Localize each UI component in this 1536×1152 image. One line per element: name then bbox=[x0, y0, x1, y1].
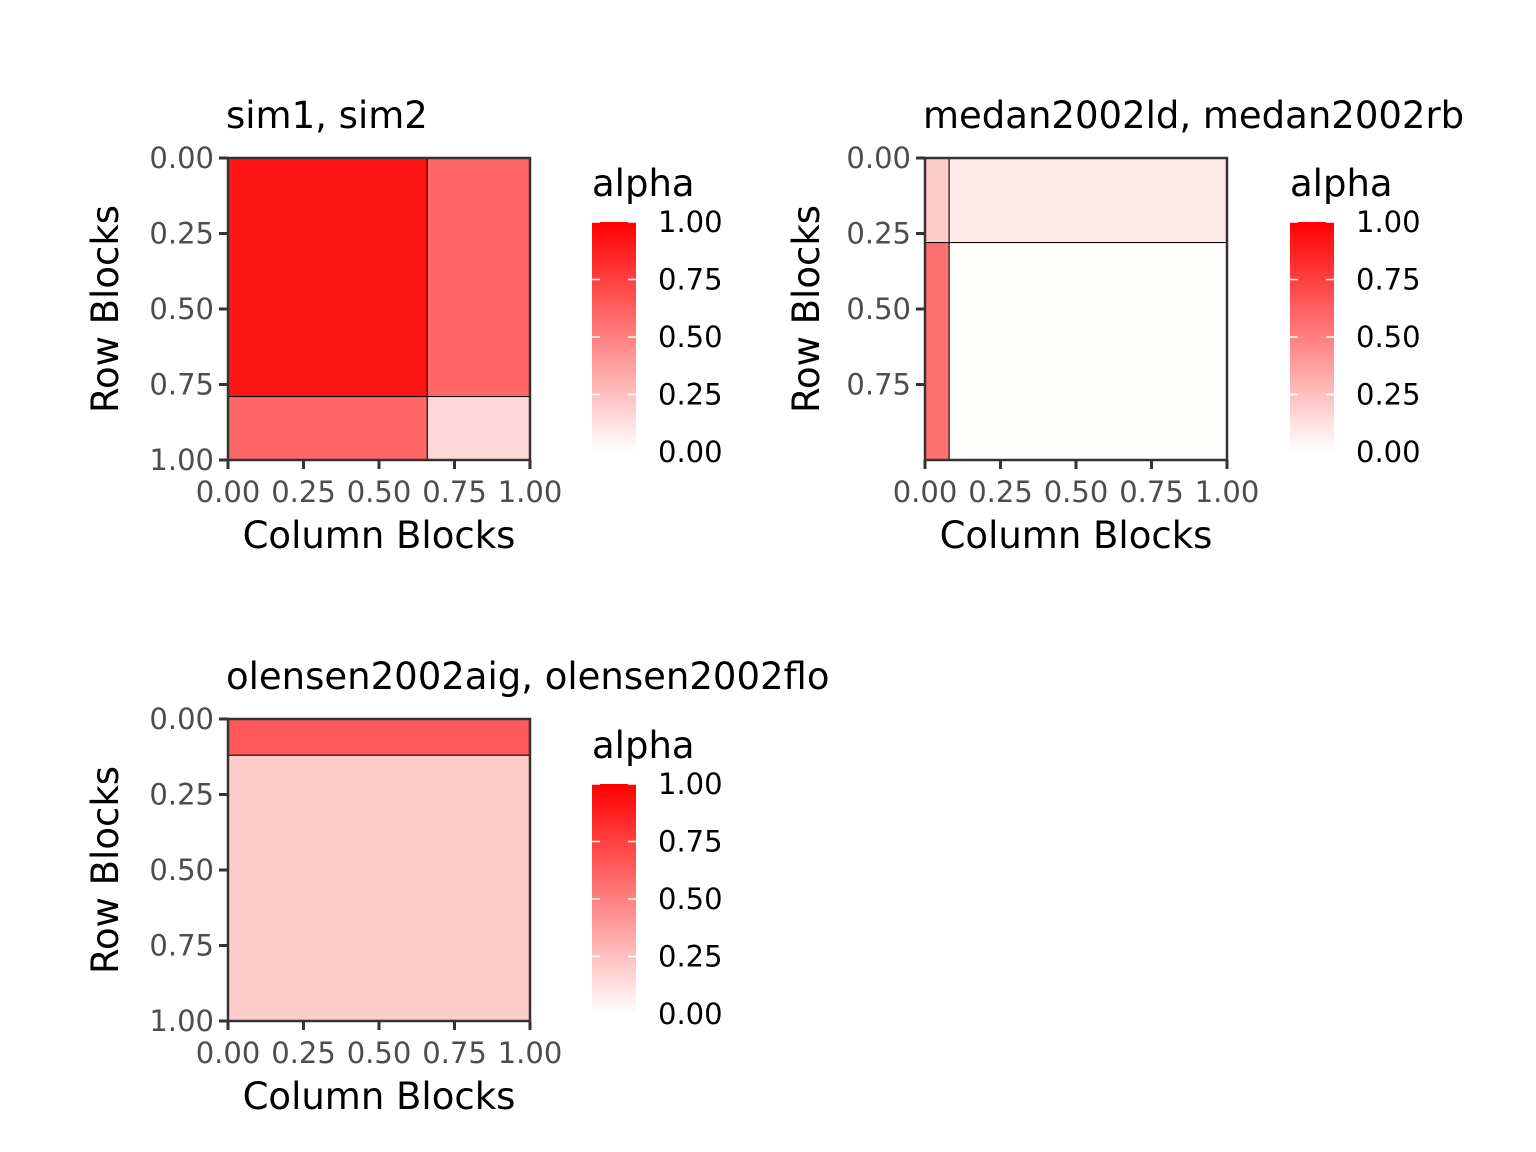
legend-tick-label: 1.00 bbox=[658, 767, 723, 801]
heatmap-cell bbox=[426, 396, 531, 461]
y-tick-label: 1.00 bbox=[149, 443, 214, 477]
x-tick-label: 0.25 bbox=[968, 475, 1033, 509]
y-tick-label: 0.50 bbox=[846, 292, 911, 326]
heatmap-cell bbox=[227, 718, 531, 756]
legend-tick-label: 1.00 bbox=[658, 205, 723, 239]
legend-tick-label: 0.25 bbox=[658, 940, 723, 974]
panel-title: medan2002ld, medan2002rb bbox=[923, 94, 1464, 137]
y-axis-title: Row Blocks bbox=[84, 766, 127, 974]
x-axis-title: Column Blocks bbox=[940, 514, 1213, 557]
legend-tick-label: 0.75 bbox=[658, 263, 723, 297]
x-tick-label: 0.00 bbox=[196, 1036, 261, 1070]
heatmap-cell bbox=[227, 396, 428, 461]
x-tick-label: 0.50 bbox=[347, 1036, 412, 1070]
y-tick-label: 0.25 bbox=[149, 778, 214, 812]
legend-tick-label: 0.75 bbox=[658, 825, 723, 859]
x-tick-label: 0.25 bbox=[271, 475, 336, 509]
y-axis-title: Row Blocks bbox=[785, 205, 828, 413]
panel-title: olensen2002aig, olensen2002flo bbox=[226, 655, 829, 698]
y-tick-label: 1.00 bbox=[149, 1004, 214, 1038]
heatmap-cell bbox=[924, 242, 950, 461]
x-tick-label: 1.00 bbox=[1195, 475, 1260, 509]
legend-tick-label: 0.25 bbox=[658, 378, 723, 412]
y-axis-title: Row Blocks bbox=[84, 205, 127, 413]
y-tick-label: 0.75 bbox=[149, 929, 214, 963]
legend-tick-label: 0.50 bbox=[658, 320, 723, 354]
x-tick-label: 0.50 bbox=[347, 475, 412, 509]
legend-tick-label: 0.00 bbox=[1356, 435, 1421, 469]
heatmap-cell bbox=[924, 157, 950, 244]
legend-title: alpha bbox=[592, 162, 695, 205]
y-tick-label: 0.00 bbox=[149, 141, 214, 175]
heatmap-cell bbox=[948, 242, 1228, 461]
legend-tick-label: 0.50 bbox=[1356, 320, 1421, 354]
panel-sim: sim1, sim2 Row Blocks Column Blocks alph… bbox=[84, 94, 723, 557]
x-tick-label: 0.75 bbox=[1119, 475, 1184, 509]
y-tick-label: 0.00 bbox=[149, 702, 214, 736]
x-axis-title: Column Blocks bbox=[243, 1075, 516, 1118]
panel-olensen: olensen2002aig, olensen2002flo Row Block… bbox=[84, 655, 829, 1118]
legend-tick-label: 0.00 bbox=[658, 435, 723, 469]
heatmap-cell bbox=[227, 754, 531, 1022]
panel-medan: medan2002ld, medan2002rb Row Blocks Colu… bbox=[785, 94, 1464, 557]
heatmap-cell bbox=[227, 157, 428, 398]
x-tick-label: 0.00 bbox=[893, 475, 958, 509]
y-tick-label: 0.00 bbox=[846, 141, 911, 175]
heatmap-cell bbox=[426, 157, 531, 398]
legend-tick-label: 0.25 bbox=[1356, 378, 1421, 412]
x-tick-label: 0.75 bbox=[422, 475, 487, 509]
x-axis-title: Column Blocks bbox=[243, 514, 516, 557]
legend-tick-label: 0.50 bbox=[658, 882, 723, 916]
y-tick-label: 0.50 bbox=[149, 292, 214, 326]
x-tick-label: 0.25 bbox=[271, 1036, 336, 1070]
y-tick-label: 0.25 bbox=[846, 217, 911, 251]
y-tick-label: 0.75 bbox=[149, 368, 214, 402]
y-tick-label: 0.25 bbox=[149, 217, 214, 251]
x-tick-label: 0.00 bbox=[196, 475, 261, 509]
legend-tick-label: 1.00 bbox=[1356, 205, 1421, 239]
legend-title: alpha bbox=[592, 724, 695, 767]
x-tick-label: 0.50 bbox=[1044, 475, 1109, 509]
x-tick-label: 0.75 bbox=[422, 1036, 487, 1070]
legend-tick-label: 0.00 bbox=[658, 997, 723, 1031]
y-tick-label: 0.75 bbox=[846, 368, 911, 402]
x-tick-label: 1.00 bbox=[498, 1036, 563, 1070]
legend-title: alpha bbox=[1290, 162, 1393, 205]
heatmap-cell bbox=[948, 157, 1228, 244]
x-tick-label: 1.00 bbox=[498, 475, 563, 509]
y-tick-label: 0.50 bbox=[149, 853, 214, 887]
legend-tick-label: 0.75 bbox=[1356, 263, 1421, 297]
panel-title: sim1, sim2 bbox=[226, 94, 428, 137]
